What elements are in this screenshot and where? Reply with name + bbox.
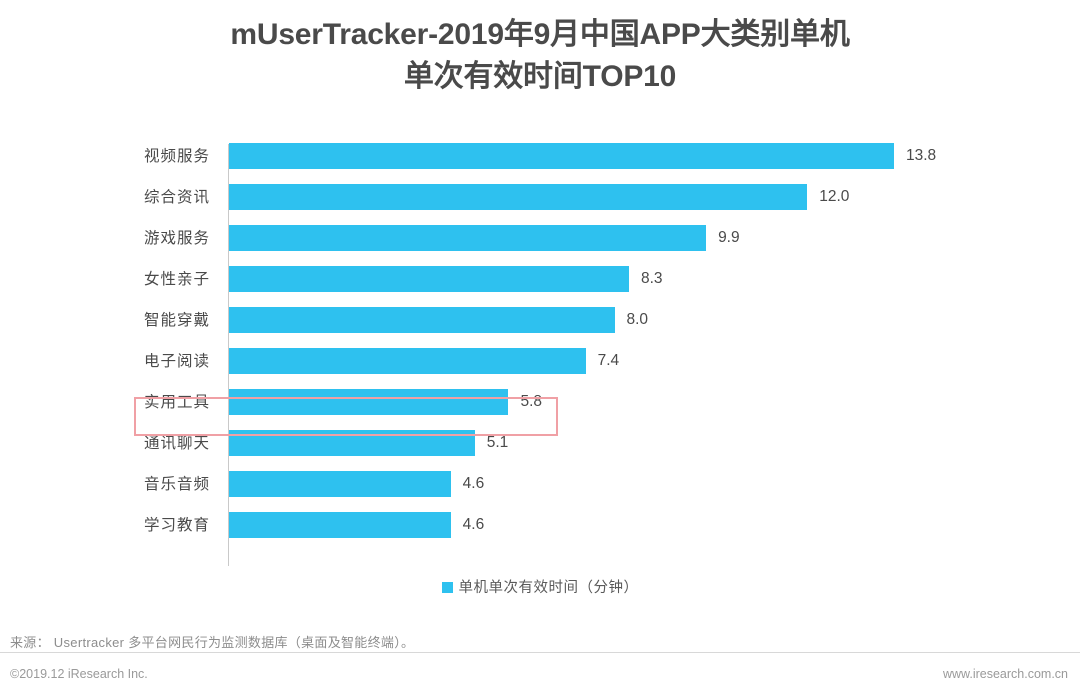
bar-row: 学习教育 4.6 (0, 505, 1080, 546)
bar (229, 348, 586, 374)
bar-value-label: 12.0 (819, 188, 850, 205)
category-label: 电子阅读 (143, 353, 210, 370)
bar-row: 电子阅读 7.4 (0, 341, 1080, 382)
bar (229, 225, 707, 251)
bar-value-label: 9.9 (718, 229, 740, 246)
bar-value-label: 4.6 (462, 516, 485, 533)
category-label: 女性亲子 (143, 271, 210, 288)
category-label: 实用工具 (143, 394, 210, 411)
bar-row: 综合资讯 12.0 (0, 177, 1080, 218)
legend-label: 单机单次有效时间（分钟） (458, 580, 639, 596)
bar-value-label: 8.3 (640, 270, 663, 287)
category-label: 视频服务 (143, 148, 210, 165)
bar-row: 视频服务 13.8 (0, 136, 1080, 177)
bar (229, 389, 509, 415)
bar-row: 实用工具 5.8 (0, 382, 1080, 423)
category-label: 综合资讯 (143, 189, 210, 206)
title-line-1: mUserTracker-2019年9月中国APP大类别单机 (230, 18, 850, 51)
legend-item: 单机单次有效时间（分钟） (441, 576, 639, 597)
bar (229, 430, 475, 456)
bar (229, 184, 808, 210)
category-label: 音乐音频 (143, 476, 210, 493)
bar (229, 266, 629, 292)
copyright-text: ©2019.12 iResearch Inc. (10, 667, 148, 681)
bar (229, 143, 894, 169)
source-note: 来源： Usertracker 多平台网民行为监测数据库（桌面及智能终端）。 (10, 635, 415, 650)
chart-legend: 单机单次有效时间（分钟） (0, 576, 1080, 597)
bar-value-label: 5.8 (520, 393, 543, 410)
category-axis-line (228, 144, 229, 566)
bar-row: 智能穿戴 8.0 (0, 300, 1080, 341)
bar-value-label: 13.8 (906, 147, 937, 164)
page-footer: ©2019.12 iResearch Inc. www.iresearch.co… (0, 663, 1080, 693)
legend-swatch-icon (441, 582, 453, 593)
bar-value-label: 7.4 (597, 352, 620, 369)
website-url: www.iresearch.com.cn (942, 667, 1068, 681)
category-label: 学习教育 (143, 517, 210, 534)
bar-row: 女性亲子 8.3 (0, 259, 1080, 300)
bar-value-label: 4.6 (462, 475, 485, 492)
bar-value-label: 8.0 (626, 311, 649, 328)
bar-row: 通讯聊天 5.1 (0, 423, 1080, 464)
bar-rows: 视频服务 13.8 综合资讯 12.0 游戏服务 9.9 女性亲子 8.3 智能穿戴 8.0 电子阅… (0, 136, 1080, 546)
category-label: 智能穿戴 (143, 312, 210, 329)
category-label: 游戏服务 (143, 230, 210, 247)
bar (229, 512, 451, 538)
bar-row: 音乐音频 4.6 (0, 464, 1080, 505)
title-line-2: 单次有效时间TOP10 (403, 60, 677, 93)
page-title: mUserTracker-2019年9月中国APP大类别单机 单次有效时间TOP… (0, 14, 1080, 98)
category-label: 通讯聊天 (143, 435, 210, 452)
bar (229, 307, 615, 333)
bar-value-label: 5.1 (486, 434, 509, 451)
bar-chart: 视频服务 13.8 综合资讯 12.0 游戏服务 9.9 女性亲子 8.3 智能穿戴 8.0 电子阅… (0, 136, 1080, 568)
source-divider (0, 652, 1080, 653)
bar (229, 471, 451, 497)
bar-row: 游戏服务 9.9 (0, 218, 1080, 259)
